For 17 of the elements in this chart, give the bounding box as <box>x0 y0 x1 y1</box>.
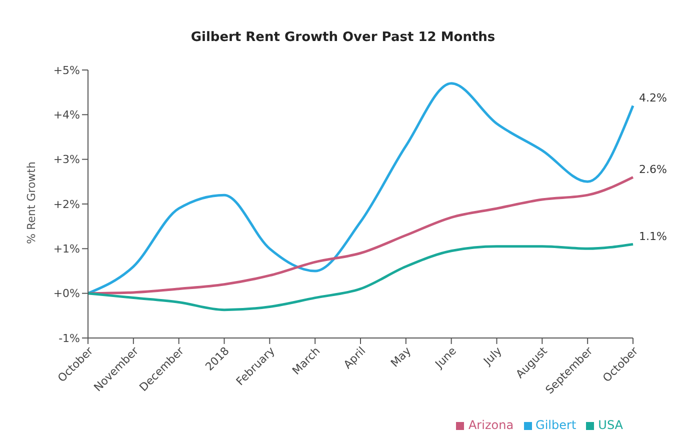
legend-label: USA <box>598 418 623 432</box>
y-tick-label: +3% <box>53 153 80 166</box>
chart-title: Gilbert Rent Growth Over Past 12 Months <box>190 30 496 45</box>
y-tick-label: +0% <box>53 287 80 300</box>
data-label: 4.2% <box>639 92 667 105</box>
y-tick-label: +5% <box>53 64 80 77</box>
line-series <box>86 82 634 295</box>
y-tick-label: +4% <box>53 108 80 122</box>
line-series <box>86 242 634 312</box>
data-label: 1.1% <box>639 230 667 244</box>
legend-label: Arizona <box>468 418 514 432</box>
y-axis-title: % Rent Growth <box>24 162 38 244</box>
y-tick-label: -1% <box>58 332 80 345</box>
y-tick-label: +1% <box>53 242 80 256</box>
legend-label: Gilbert <box>536 418 576 432</box>
y-tick-label: +2% <box>53 198 80 211</box>
data-label: 2.6% <box>639 163 667 176</box>
